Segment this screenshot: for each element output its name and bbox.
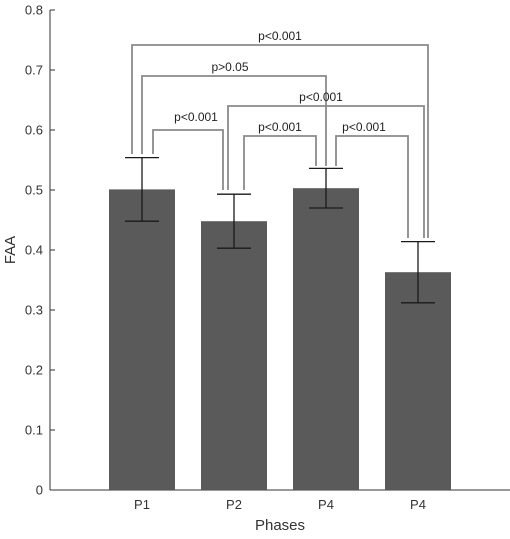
x-tick-label: P4 bbox=[318, 497, 334, 512]
y-tick-label: 0.2 bbox=[25, 363, 43, 378]
significance-label: p<0.001 bbox=[258, 120, 302, 134]
significance-bracket bbox=[131, 44, 429, 238]
x-tick-label: P1 bbox=[134, 497, 150, 512]
y-tick-label: 0.7 bbox=[25, 63, 43, 78]
x-tick-label: P4 bbox=[410, 497, 426, 512]
y-tick-label: 0.3 bbox=[25, 303, 43, 318]
significance-label: p<0.001 bbox=[342, 120, 386, 134]
significance-label: p<0.001 bbox=[258, 29, 302, 43]
y-tick-label: 0.6 bbox=[25, 123, 43, 138]
significance-bracket bbox=[152, 129, 224, 190]
bar bbox=[109, 189, 175, 490]
bar bbox=[293, 188, 359, 490]
x-axis-label: Phases bbox=[255, 517, 305, 534]
significance-bracket bbox=[243, 135, 317, 190]
bars bbox=[109, 188, 451, 490]
bar bbox=[201, 221, 267, 490]
significance-bracket bbox=[141, 75, 327, 166]
significance-brackets: p<0.001 p>0.05 p<0.001 p<0.001 p<0.001 p<0.00… bbox=[131, 29, 429, 238]
error-bars bbox=[125, 156, 435, 304]
y-axis-label: FAA bbox=[2, 236, 19, 264]
bar bbox=[385, 272, 451, 490]
significance-bracket bbox=[335, 135, 409, 238]
significance-label: p>0.05 bbox=[211, 60, 248, 74]
y-tick-label: 0.8 bbox=[25, 3, 43, 18]
y-tick-label: 0.5 bbox=[25, 183, 43, 198]
y-tick-label: 0.4 bbox=[25, 243, 43, 258]
y-tick-label: 0 bbox=[36, 483, 43, 498]
significance-bracket bbox=[227, 105, 425, 238]
x-tick-label: P2 bbox=[226, 497, 242, 512]
significance-label: p<0.001 bbox=[174, 110, 218, 124]
significance-label: p<0.001 bbox=[299, 90, 343, 104]
y-tick-label: 0.1 bbox=[25, 423, 43, 438]
axes: 0 0.1 0.2 0.3 0.4 0.5 0.6 0.7 0.8 P1 P2 P4 P4 bbox=[25, 3, 510, 512]
